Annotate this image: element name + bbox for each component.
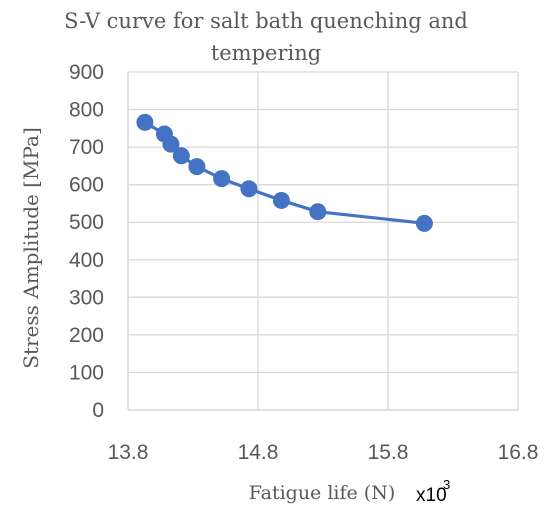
x-tick-label: 15.8 [368, 441, 409, 464]
x-tick-labels: 13.8 14.8 15.8 16.8 [108, 441, 539, 464]
x-tick-label: 16.8 [498, 441, 539, 464]
y-tick-label: 800 [69, 99, 104, 122]
y-tick-label: 900 [69, 61, 104, 84]
y-tick-label: 0 [92, 399, 104, 422]
y-axis-label: Stress Amplitude [MPa] [19, 127, 43, 369]
x-tick-label: 13.8 [108, 441, 149, 464]
data-point [172, 147, 190, 165]
data-point [415, 214, 433, 232]
data-point [188, 158, 206, 176]
chart-title-line-2: tempering [211, 41, 321, 65]
data-point [136, 113, 154, 131]
y-tick-label: 400 [69, 249, 104, 272]
y-tick-label: 300 [69, 286, 104, 309]
data-point [309, 203, 327, 221]
data-point [240, 180, 258, 198]
y-tick-label: 700 [69, 136, 104, 159]
axes [127, 72, 518, 411]
x-axis-multiplier: x10 [416, 485, 447, 506]
data-point [213, 170, 231, 188]
y-tick-label: 500 [69, 211, 104, 234]
data-point [162, 135, 180, 153]
data-series [136, 113, 433, 232]
y-tick-label: 100 [69, 361, 104, 384]
y-tick-labels: 0 100 200 300 400 500 600 700 800 900 [69, 61, 104, 422]
x-axis-label: Fatigue life (N) [249, 482, 396, 504]
data-point [272, 191, 290, 209]
y-tick-label: 600 [69, 174, 104, 197]
grid-lines [128, 71, 519, 410]
y-tick-label: 200 [69, 324, 104, 347]
chart-title-line-1: S-V curve for salt bath quenching and [64, 9, 468, 33]
x-tick-label: 14.8 [238, 441, 279, 464]
x-axis-multiplier-exponent: 3 [443, 477, 450, 492]
